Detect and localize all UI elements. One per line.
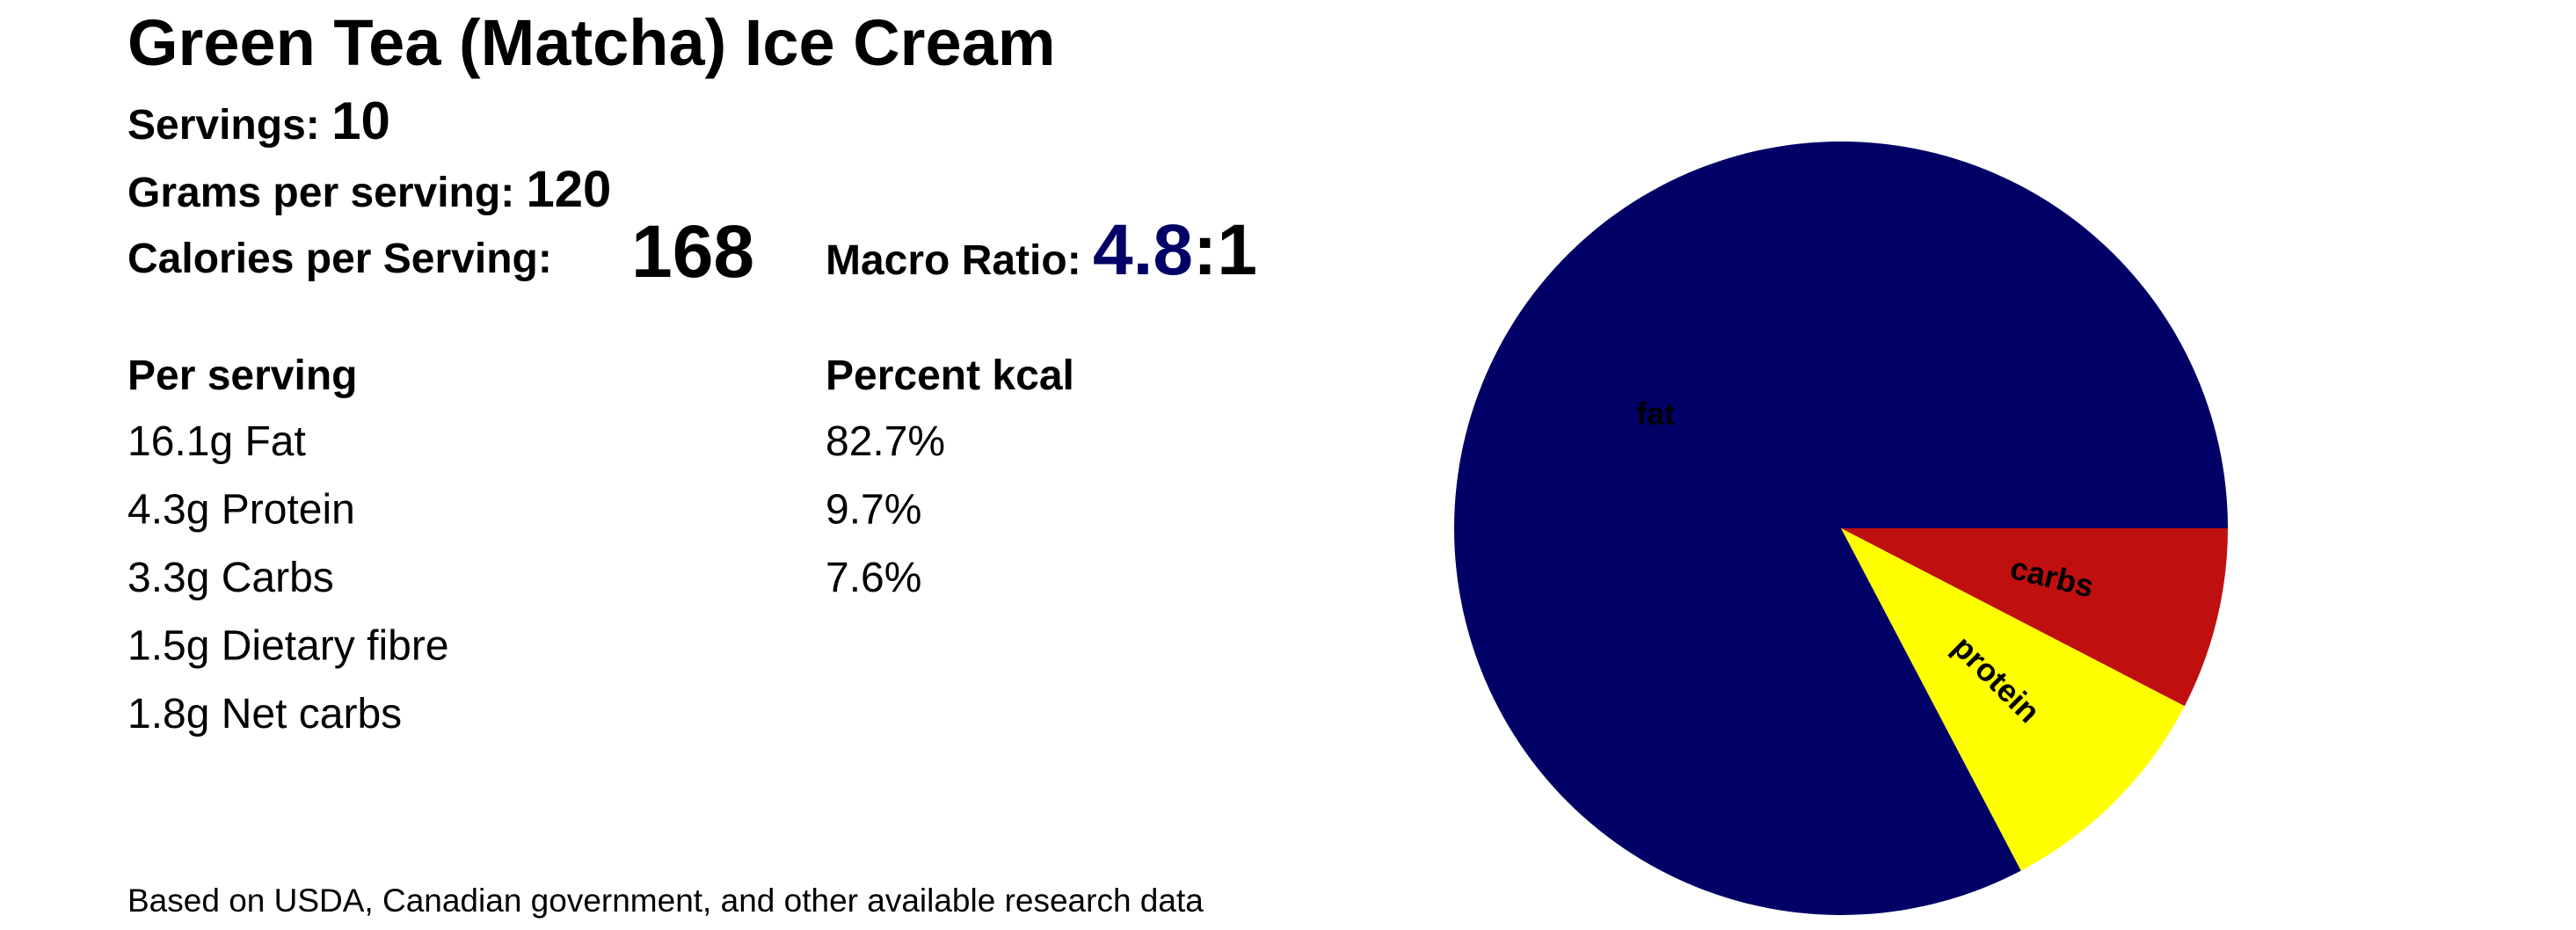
calories: Calories per Serving: bbox=[127, 236, 552, 282]
cell: 9.7% bbox=[826, 487, 921, 534]
pie-slice bbox=[1841, 528, 2185, 871]
slice-label: fat bbox=[1636, 396, 1675, 432]
label: Grams per serving: bbox=[127, 170, 514, 216]
col-header: Per serving bbox=[127, 352, 357, 399]
label: Calories per Serving: bbox=[127, 236, 552, 282]
cell: 4.3g Protein bbox=[127, 487, 355, 534]
suffix: :1 bbox=[1193, 210, 1257, 290]
col-header: Percent kcal bbox=[826, 352, 1074, 399]
grams: Grams per serving: 120 bbox=[127, 161, 611, 218]
pie-slice bbox=[1841, 528, 2228, 707]
value: 4.8 bbox=[1093, 210, 1193, 290]
cell: 3.3g Carbs bbox=[127, 555, 334, 601]
calories-value: 168 bbox=[631, 210, 754, 293]
label: Macro Ratio: bbox=[826, 237, 1081, 284]
cell: 82.7% bbox=[826, 418, 945, 465]
servings: Servings: 10 bbox=[127, 91, 390, 150]
macro-ratio: Macro Ratio: 4.8:1 bbox=[826, 210, 1257, 290]
label: Servings: bbox=[127, 102, 320, 149]
cell: 16.1g Fat bbox=[127, 418, 306, 465]
value: 10 bbox=[331, 91, 390, 150]
cell: 1.5g Dietary fibre bbox=[127, 623, 449, 670]
value: 120 bbox=[527, 161, 612, 218]
title: Green Tea (Matcha) Ice Cream bbox=[127, 6, 1056, 79]
cell: 1.8g Net carbs bbox=[127, 691, 402, 737]
table-rows: 16.1g Fat 82.7% 4.3g Protein 9.7% 3.3g Carbs… bbox=[127, 418, 945, 737]
pie-slice bbox=[1454, 141, 2228, 915]
cell: 7.6% bbox=[826, 555, 921, 601]
footnote: Based on USDA, Canadian government, and … bbox=[127, 883, 1204, 919]
